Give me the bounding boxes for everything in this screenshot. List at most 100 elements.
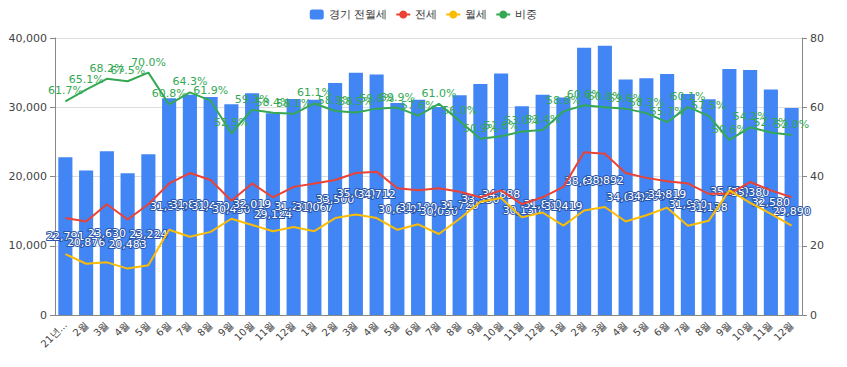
svg-text:31,800: 31,800 [170,198,210,212]
svg-text:38,892: 38,892 [586,174,625,187]
svg-text:비중: 비중 [515,8,537,21]
svg-text:59.3%: 59.3% [234,92,270,106]
svg-text:12월: 12월 [523,319,547,343]
svg-text:70.0%: 70.0% [131,56,166,69]
svg-text:31,138: 31,138 [689,200,728,214]
svg-text:11월: 11월 [502,319,526,343]
svg-text:5월: 5월 [382,319,401,338]
svg-text:20,000: 20,000 [9,170,48,183]
svg-text:55.7%: 55.7% [650,105,685,118]
svg-text:6월: 6월 [403,319,422,338]
svg-text:60: 60 [810,101,824,114]
svg-text:68.2%: 68.2% [89,61,125,75]
svg-text:5월: 5월 [133,319,152,338]
svg-text:1월: 1월 [299,319,318,338]
svg-text:20,483: 20,483 [108,237,147,251]
svg-text:8월: 8월 [693,319,712,338]
svg-text:7월: 7월 [423,319,442,338]
svg-text:56.0%: 56.0% [442,104,477,117]
svg-text:31,720: 31,720 [440,198,479,212]
svg-text:3월: 3월 [589,319,608,338]
svg-text:30,430: 30,430 [212,203,251,217]
svg-text:2월: 2월 [320,319,339,338]
svg-text:23,224: 23,224 [129,228,168,241]
svg-text:29,124: 29,124 [253,207,293,221]
svg-text:29,890: 29,890 [772,205,811,218]
svg-text:61.7%: 61.7% [48,84,83,97]
svg-text:38,600: 38,600 [564,174,604,188]
svg-text:53.4%: 53.4% [525,113,560,126]
svg-text:7월: 7월 [174,319,193,338]
svg-text:9월: 9월 [464,319,485,339]
svg-text:21년...: 21년... [39,319,70,350]
svg-text:3월: 3월 [340,319,359,338]
svg-text:9월: 9월 [713,319,734,339]
svg-text:10월: 10월 [730,319,754,343]
svg-text:34,000: 34,000 [606,190,645,204]
svg-text:34,200: 34,200 [627,190,666,204]
svg-text:32,580: 32,580 [751,195,791,209]
svg-text:9월: 9월 [215,319,236,339]
svg-text:40: 40 [810,170,824,183]
svg-text:전세: 전세 [415,8,437,21]
svg-text:6월: 6월 [154,319,173,338]
svg-text:31,100: 31,100 [398,200,438,214]
svg-text:4월: 4월 [361,319,380,338]
svg-text:30,030: 30,030 [419,204,459,218]
svg-text:32,019: 32,019 [232,197,272,211]
svg-text:10,000: 10,000 [9,239,48,252]
svg-text:52.0%: 52.0% [774,118,809,131]
svg-text:58.4%: 58.4% [255,95,291,109]
svg-text:11월: 11월 [751,319,775,343]
svg-text:22,791: 22,791 [46,229,85,243]
svg-text:57.6%: 57.6% [401,99,436,112]
svg-text:31,800: 31,800 [523,198,562,212]
svg-text:58.1%: 58.1% [276,96,312,110]
svg-text:61.0%: 61.0% [421,87,456,100]
svg-text:31,067: 31,067 [295,200,334,214]
svg-text:30,000: 30,000 [9,101,48,114]
svg-text:65.1%: 65.1% [68,72,104,86]
svg-text:31,300: 31,300 [149,200,189,214]
svg-text:20,876: 20,876 [66,236,106,250]
svg-text:2월: 2월 [569,319,588,338]
svg-text:10월: 10월 [481,319,505,343]
svg-text:12월: 12월 [274,319,298,343]
svg-text:경기 전월세: 경기 전월세 [329,8,388,21]
svg-text:33,500: 33,500 [315,192,355,206]
svg-text:8월: 8월 [195,319,214,338]
svg-text:52.5%: 52.5% [214,116,249,129]
svg-text:50.6%: 50.6% [712,123,747,136]
svg-text:30,600: 30,600 [378,202,417,216]
svg-text:67.5%: 67.5% [110,64,146,78]
svg-text:7월: 7월 [672,319,691,338]
svg-text:61.9%: 61.9% [193,84,228,97]
svg-text:23,630: 23,630 [87,226,127,240]
svg-text:34,712: 34,712 [357,188,396,201]
svg-text:31,419: 31,419 [544,200,583,213]
svg-text:20: 20 [810,239,824,252]
svg-text:10월: 10월 [232,319,256,343]
svg-text:34,819: 34,819 [647,187,687,201]
svg-text:0: 0 [810,309,817,322]
svg-text:64.3%: 64.3% [172,75,208,89]
svg-text:1월: 1월 [548,319,567,338]
svg-text:4월: 4월 [610,319,629,338]
svg-text:4월: 4월 [112,319,131,338]
svg-text:0: 0 [40,309,47,322]
svg-text:31,470: 31,470 [191,199,230,213]
svg-text:2월: 2월 [71,319,90,338]
svg-text:31,200: 31,200 [274,200,313,214]
svg-text:월세: 월세 [465,8,487,21]
svg-text:35,000: 35,000 [336,187,376,201]
svg-text:57.5%: 57.5% [691,99,726,112]
svg-text:11월: 11월 [253,319,277,343]
svg-text:6월: 6월 [652,319,671,338]
svg-text:8월: 8월 [444,319,463,338]
svg-text:5월: 5월 [631,319,650,338]
svg-text:80: 80 [810,32,824,45]
svg-text:12월: 12월 [772,319,796,343]
svg-text:3월: 3월 [91,319,110,338]
svg-text:60.8%: 60.8% [152,87,187,100]
svg-text:40,000: 40,000 [9,32,48,45]
